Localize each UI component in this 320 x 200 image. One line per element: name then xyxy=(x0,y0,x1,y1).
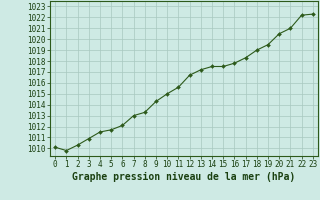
X-axis label: Graphe pression niveau de la mer (hPa): Graphe pression niveau de la mer (hPa) xyxy=(72,172,296,182)
